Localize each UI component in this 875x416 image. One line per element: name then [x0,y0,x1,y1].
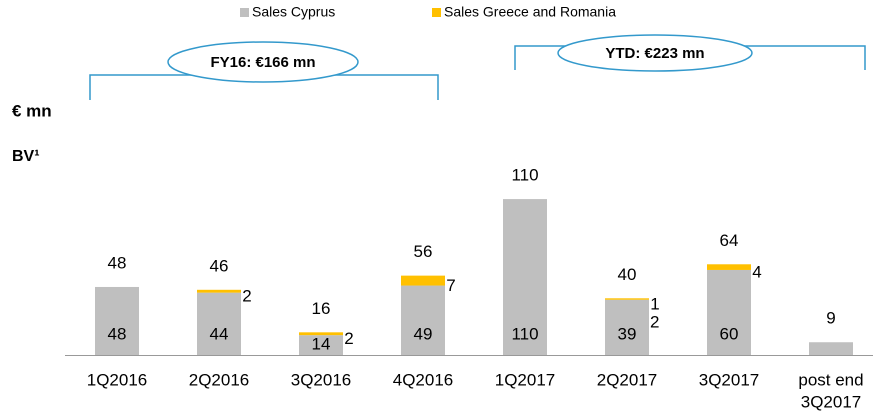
annotation: YTD: €223 mn [605,45,704,62]
segment-label: 4 [752,263,761,282]
segment-label: 110 [511,324,538,343]
segment-label: 39 [618,324,637,343]
total-label: 16 [312,299,331,318]
bar-segment [299,332,343,336]
total-label: 110 [511,166,538,185]
legend-swatch [432,8,441,17]
segment-label: 60 [720,324,739,343]
legend-label: Sales Cyprus [252,4,335,20]
unit-label: € mn [12,101,52,120]
segment-label: 48 [108,324,127,343]
segment-label: 14 [312,335,331,354]
bar-segment [95,286,139,355]
segment-label: 1 [650,294,659,313]
bar-segment [401,285,445,355]
annotation: FY16: €166 mn [210,54,315,71]
bar-segment [707,269,751,355]
x-tick-label: post end [798,370,863,389]
x-tick-label: 4Q2016 [393,370,454,389]
segment-label: 2 [242,287,251,306]
footnote-marker: 2 [650,312,659,331]
bar-segment [809,342,853,355]
brackets [89,34,866,100]
x-tick-label: 3Q2017 [801,392,862,411]
x-tick-label: 3Q2017 [699,370,760,389]
x-tick-label: 2Q2017 [597,370,658,389]
annotation-ellipse [557,34,753,72]
total-label: 48 [108,253,127,272]
total-label: 56 [414,242,433,261]
bar-segment [707,264,751,270]
total-label: 46 [210,256,229,275]
total-label: 9 [826,309,835,328]
annotation-ellipse [167,41,359,83]
bar-segment [299,335,343,355]
bar-segment [197,289,241,293]
total-label: 64 [720,231,739,250]
section-label: BV¹ [12,148,40,165]
segment-label: 7 [446,276,455,295]
bar-segment [503,199,547,355]
bar-segment [605,299,649,355]
x-tick-label: 1Q2016 [87,370,148,389]
bar-segment [605,298,649,300]
segment-label: 44 [210,324,229,343]
segment-label: 2 [344,329,353,348]
bar-segment [197,292,241,355]
legend-label: Sales Greece and Romania [444,4,616,20]
x-tick-label: 2Q2016 [189,370,250,389]
total-label: 40 [618,265,637,284]
segment-label: 49 [414,324,433,343]
x-tick-label: 1Q2017 [495,370,556,389]
bar-segment [401,275,445,286]
x-tick-label: 3Q2016 [291,370,352,389]
legend-swatch [240,8,249,17]
